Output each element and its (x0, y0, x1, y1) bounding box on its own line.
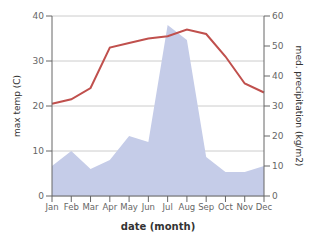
svg-text:Jul: Jul (162, 202, 173, 212)
svg-text:Nov: Nov (236, 202, 253, 212)
svg-text:0: 0 (38, 191, 44, 201)
svg-text:date (month): date (month) (121, 221, 195, 232)
svg-text:max temp (C): max temp (C) (12, 75, 22, 137)
svg-text:30: 30 (272, 101, 284, 111)
svg-text:May: May (120, 202, 138, 212)
svg-text:Feb: Feb (64, 202, 79, 212)
svg-text:60: 60 (272, 11, 284, 21)
svg-text:40: 40 (33, 11, 45, 21)
svg-text:Dec: Dec (256, 202, 273, 212)
svg-text:Jun: Jun (141, 202, 155, 212)
svg-text:Apr: Apr (102, 202, 117, 212)
svg-text:10: 10 (272, 161, 284, 171)
svg-text:0: 0 (272, 191, 278, 201)
svg-text:50: 50 (272, 41, 284, 51)
svg-text:med. precipitation (kg/m2): med. precipitation (kg/m2) (294, 46, 304, 167)
svg-text:20: 20 (33, 101, 45, 111)
svg-text:Jan: Jan (44, 202, 58, 212)
svg-text:20: 20 (272, 131, 284, 141)
svg-text:30: 30 (33, 56, 45, 66)
svg-text:Aug: Aug (179, 202, 196, 212)
svg-text:Oct: Oct (218, 202, 233, 212)
svg-text:10: 10 (33, 146, 45, 156)
svg-text:Sep: Sep (198, 202, 214, 212)
svg-text:Mar: Mar (83, 202, 100, 212)
svg-text:40: 40 (272, 71, 284, 81)
